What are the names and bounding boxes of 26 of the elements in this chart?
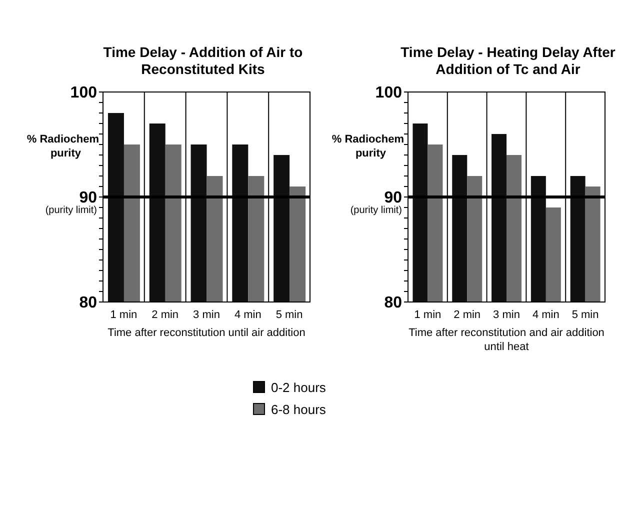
y-tick-label: 90 (79, 190, 98, 207)
chart-title: Time Delay - Heating Delay After Addition of Tc and Air (400, 44, 616, 79)
chart-title: Time Delay - Addition of Air to Reconstituted Kits (102, 44, 304, 79)
y-tick-label: 80 (384, 294, 402, 312)
y-axis-title: % Radiochem purity (332, 133, 404, 160)
legend-label: 0-2 hours (271, 380, 326, 394)
x-tick-label: 1 min (110, 308, 138, 321)
ref-line-label: (purity limit) (45, 205, 97, 216)
x-tick-label: 5 min (276, 308, 303, 321)
legend-label: 6-8 hours (271, 402, 326, 416)
x-tick-label: 4 min (234, 308, 262, 321)
x-tick-label: 2 min (454, 308, 481, 321)
x-tick-label: 3 min (193, 308, 220, 321)
x-tick-label: 1 min (414, 308, 442, 321)
y-tick-label: 100 (70, 84, 98, 102)
y-tick-label: 100 (375, 84, 402, 102)
ref-line-label: (purity limit) (350, 205, 402, 216)
x-tick-label: 3 min (493, 308, 520, 321)
x-tick-label: 2 min (152, 308, 179, 321)
y-tick-label: 90 (384, 190, 402, 207)
x-tick-label: 5 min (572, 308, 599, 321)
y-tick-label: 80 (79, 294, 98, 312)
x-axis-title: Time after reconstitution until air addition (106, 326, 306, 340)
x-axis-title: Time after reconstitution and air addition until heat (408, 326, 605, 354)
x-tick-label: 4 min (532, 308, 560, 321)
y-axis-title: % Radiochem purity (26, 133, 100, 160)
